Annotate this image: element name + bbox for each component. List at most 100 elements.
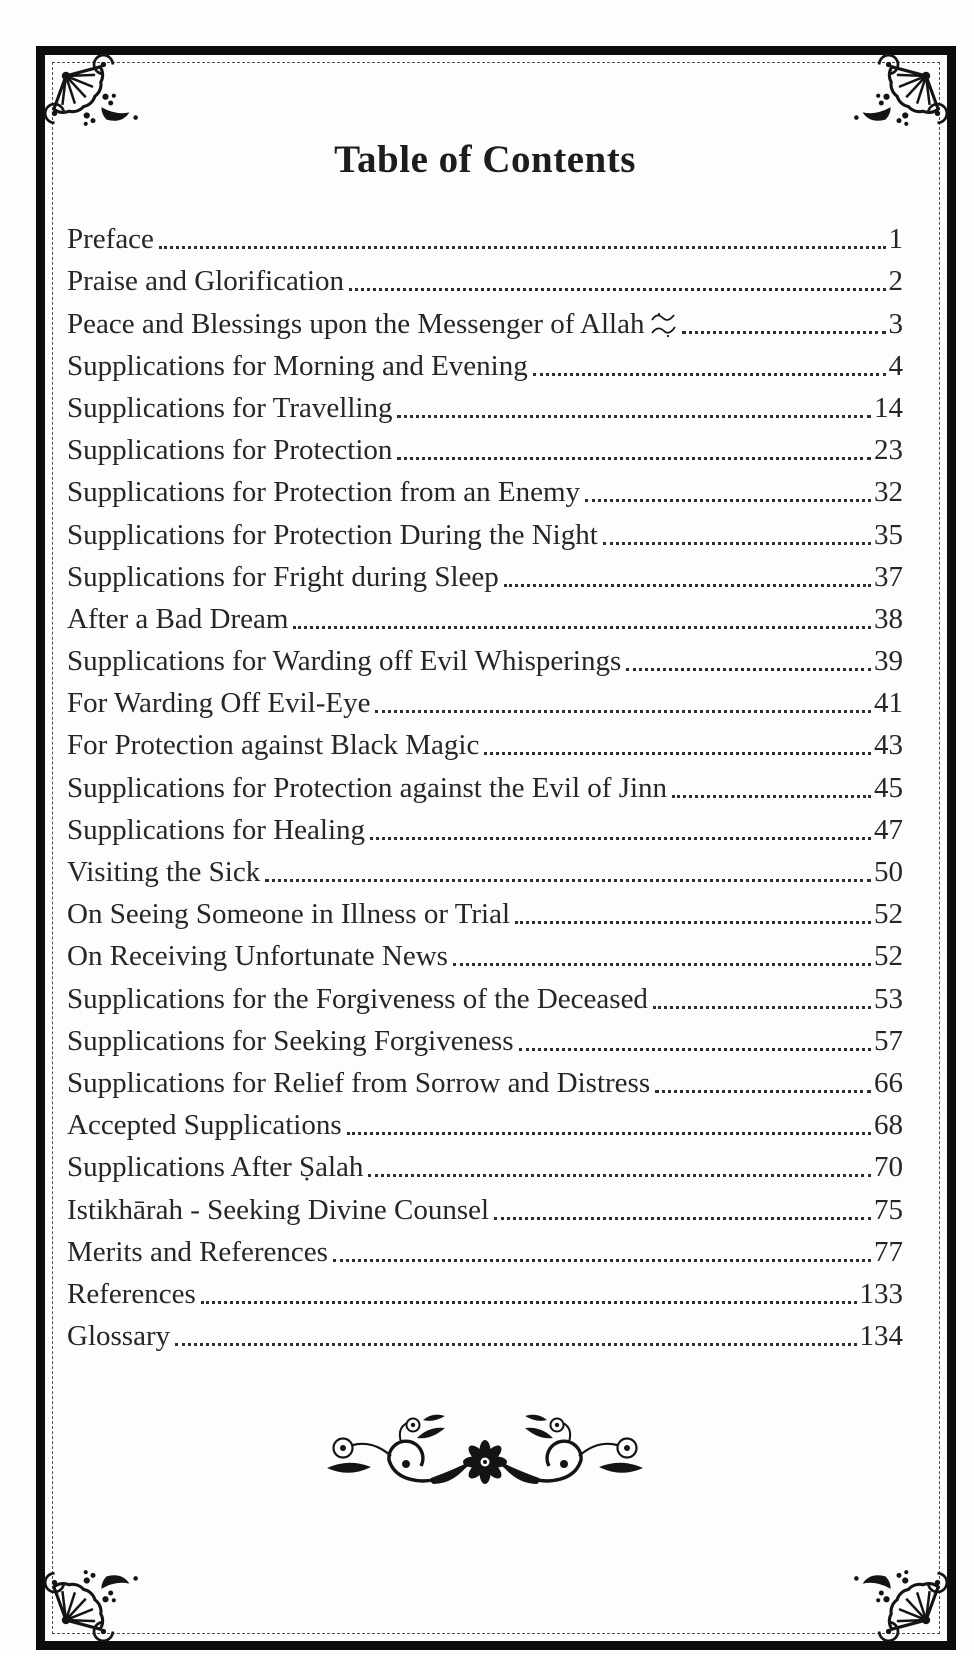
toc-entry-page-number: 1	[888, 223, 904, 256]
toc-entry-row: Praise and Glorification 2	[67, 259, 903, 301]
toc-entry-label: For Protection against Black Magic	[67, 729, 480, 762]
dot-leader	[346, 1132, 871, 1136]
toc-entry-row: Supplications for Seeking Forgiveness 57	[67, 1019, 903, 1061]
dot-leader	[484, 752, 871, 756]
toc-entry-page-number: 45	[874, 771, 903, 804]
toc-entry-label: Supplications for Healing	[67, 813, 366, 846]
toc-entry-page-number: 50	[874, 856, 903, 888]
page-title: Table of Contents	[334, 138, 636, 181]
toc-entry-row: Supplications for Healing 47	[67, 808, 903, 850]
toc-entry-page-number: 43	[874, 729, 903, 762]
dot-leader	[515, 921, 871, 925]
toc-entry-row: After a Bad Dream 38	[67, 597, 903, 639]
toc-entry-row: Supplications for Protection against the…	[67, 765, 903, 807]
toc-entry-page-number: 14	[874, 391, 903, 424]
dot-leader	[200, 1300, 857, 1304]
dot-leader	[626, 668, 871, 672]
toc-entry-label: Supplications for Fright during Sleep	[67, 560, 499, 593]
toc-entry-label: Supplications for Travelling	[67, 391, 393, 424]
toc-entry-page-number: 35	[874, 518, 903, 551]
toc-entry-page-number: 3	[888, 307, 904, 340]
toc-entry-page-number: 41	[874, 687, 903, 720]
dot-leader	[585, 499, 871, 503]
toc-entry-page-number: 47	[874, 813, 903, 846]
toc-entry-label: Supplications for Protection against the…	[67, 771, 668, 804]
dot-leader	[672, 794, 871, 798]
toc-entry-page-number: 133	[859, 1277, 904, 1310]
toc-entry-page-number: 2	[888, 265, 904, 298]
dot-leader	[370, 836, 871, 840]
toc-entry-label: Supplications for Morning and Evening	[67, 349, 528, 382]
toc-entry-row: Supplications for Morning and Evening 4	[67, 344, 903, 386]
toc-entry-label: Merits and References	[67, 1235, 328, 1268]
dot-leader	[293, 625, 871, 629]
toc-entry-row: References 133	[67, 1272, 903, 1314]
toc-entry-label: After a Bad Dream	[67, 602, 289, 635]
toc-entry-row: Visiting the Sick 50	[67, 850, 903, 892]
toc-entry-row: Supplications for Protection During the …	[67, 512, 903, 554]
toc-entry-label: References	[67, 1277, 196, 1310]
toc-entry-page-number: 37	[874, 560, 903, 593]
toc-entry-page-number: 70	[874, 1151, 903, 1184]
dot-leader	[652, 1005, 871, 1009]
toc-entry-label: Preface	[67, 223, 154, 256]
toc-entry-row: Peace and Blessings upon the Messenger o…	[67, 301, 903, 343]
toc-entry-page-number: 52	[874, 898, 903, 931]
inner-dashed-border	[52, 62, 940, 1634]
toc-entry-row: For Protection against Black Magic 43	[67, 723, 903, 765]
toc-entry-label: Accepted Supplications	[67, 1109, 342, 1142]
toc-entry-page-number: 38	[874, 602, 903, 635]
toc-entry-row: Istikhārah - Seeking Divine Counsel 75	[67, 1187, 903, 1229]
toc-entry-row: Accepted Supplications 68	[67, 1103, 903, 1145]
dot-leader	[265, 879, 871, 882]
toc-entry-page-number: 68	[874, 1109, 903, 1142]
toc-entry-page-number: 52	[874, 940, 903, 973]
toc-entry-label: Praise and Glorification	[67, 265, 345, 298]
toc-entry-label: Supplications for Protection During the …	[67, 518, 598, 551]
toc-entry-label: Visiting the Sick	[67, 856, 261, 888]
toc-entry-row: Supplications for Travelling 14	[67, 386, 903, 428]
dot-leader	[332, 1258, 871, 1262]
dot-leader	[532, 372, 886, 376]
toc-entry-page-number: 57	[874, 1024, 903, 1057]
toc-entry-row: For Warding Off Evil-Eye 41	[67, 681, 903, 723]
toc-entry-label: Supplications for Seeking Forgiveness	[67, 1024, 514, 1057]
toc-list: Preface 1 Praise and Glorification 2 Pea…	[67, 217, 903, 1356]
toc-entry-label: Supplications for Protection	[67, 434, 393, 467]
dot-leader	[682, 330, 886, 334]
toc-entry-row: Glossary 134	[67, 1314, 903, 1356]
dot-leader	[368, 1174, 871, 1178]
dot-leader	[349, 288, 886, 292]
toc-entry-row: On Receiving Unfortunate News 52	[67, 934, 903, 976]
toc-entry-label: Glossary	[67, 1320, 171, 1353]
dot-leader	[494, 1216, 871, 1220]
dot-leader	[518, 1047, 871, 1051]
page-border-frame: Table of Contents Preface 1 Praise and G…	[36, 46, 956, 1650]
dot-leader	[158, 246, 886, 250]
toc-entry-label: Peace and Blessings upon the Messenger o…	[67, 307, 645, 340]
toc-entry-row: Supplications for Fright during Sleep 37	[67, 555, 903, 597]
toc-entry-label: Supplications for Warding off Evil Whisp…	[67, 645, 622, 678]
toc-entry-label: Supplications for Protection from an Ene…	[67, 476, 581, 509]
toc-entry-page-number: 23	[874, 434, 903, 467]
toc-entry-page-number: 75	[874, 1193, 903, 1226]
dot-leader	[397, 414, 871, 418]
toc-entry-page-number: 66	[874, 1066, 903, 1099]
salawat-honorific-icon	[650, 310, 677, 340]
page-content: Table of Contents Preface 1 Praise and G…	[45, 55, 947, 1641]
dot-leader	[175, 1343, 857, 1347]
toc-entry-label: Supplications for Relief from Sorrow and…	[67, 1066, 651, 1099]
dot-leader	[503, 583, 871, 587]
toc-entry-page-number: 39	[874, 645, 903, 678]
toc-entry-page-number: 134	[859, 1320, 904, 1353]
toc-entry-row: Supplications After Ṣalah 70	[67, 1145, 903, 1187]
toc-entry-page-number: 32	[874, 476, 903, 509]
toc-entry-row: Supplications for Protection 23	[67, 428, 903, 470]
toc-entry-page-number: 53	[874, 982, 903, 1015]
dot-leader	[655, 1089, 871, 1093]
toc-entry-label: On Receiving Unfortunate News	[67, 940, 448, 973]
toc-entry-row: Supplications for Relief from Sorrow and…	[67, 1061, 903, 1103]
dot-leader	[375, 710, 871, 714]
toc-entry-row: Preface 1	[67, 217, 903, 259]
